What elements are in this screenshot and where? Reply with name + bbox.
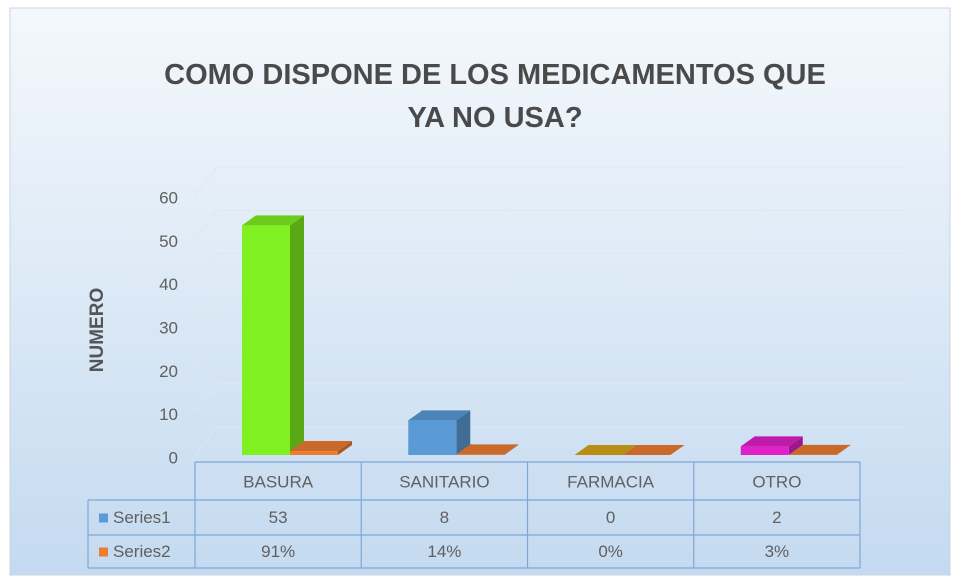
bar-top — [622, 445, 685, 455]
table-value: 3% — [765, 542, 790, 561]
y-axis-label: NUMERO — [87, 288, 108, 372]
bar-top — [574, 445, 637, 455]
grid-line — [194, 209, 905, 239]
legend-key — [99, 513, 108, 523]
bar-top — [290, 441, 352, 452]
x-tick-label: BASURA — [243, 472, 314, 491]
bar-top — [242, 215, 304, 226]
bar-side — [338, 441, 352, 455]
x-tick-label: OTRO — [752, 472, 801, 491]
table-value: 0 — [606, 508, 615, 527]
legend-label: Series1 — [113, 508, 171, 527]
legend-label: Series2 — [113, 542, 171, 561]
bar-side — [788, 436, 803, 455]
legend-key — [99, 547, 108, 557]
table-value: 0% — [598, 542, 623, 561]
x-tick-label: SANITARIO — [399, 472, 489, 491]
y-tick-label: 50 — [159, 232, 178, 251]
grid-line — [194, 426, 905, 456]
x-tick-label: FARMACIA — [567, 472, 655, 491]
table-value: 53 — [269, 508, 288, 527]
bar — [242, 225, 290, 455]
grid-line — [194, 339, 905, 369]
bar-top — [788, 444, 851, 455]
grid-line — [194, 253, 905, 282]
chart-area — [9, 7, 951, 576]
bar — [408, 420, 457, 455]
y-tick-label: 10 — [159, 405, 178, 424]
bar — [740, 446, 789, 455]
grid-line — [194, 383, 905, 412]
table-value: 2 — [772, 508, 781, 527]
bar — [290, 451, 338, 455]
table-value: 14% — [427, 542, 461, 561]
grid-line — [194, 166, 905, 196]
y-tick-label: 60 — [159, 188, 178, 207]
bar — [456, 454, 505, 455]
bar-side — [836, 444, 851, 455]
grid-line — [194, 296, 905, 326]
chart-title: COMO DISPONE DE LOS MEDICAMENTOS QUE YA N… — [164, 59, 826, 134]
bar-side — [290, 215, 304, 455]
y-tick-label: 40 — [159, 275, 178, 294]
title-line: YA NO USA? — [407, 102, 582, 134]
bar-top — [740, 436, 803, 447]
y-tick-label: 0 — [169, 448, 178, 467]
y-tick-label: 30 — [159, 318, 178, 337]
y-tick-label: 20 — [159, 362, 178, 381]
bar-top — [408, 410, 471, 421]
bar-side — [456, 410, 471, 455]
bar-side — [504, 444, 519, 455]
bar-top — [456, 444, 519, 455]
table-value: 91% — [261, 542, 295, 561]
title-line: COMO DISPONE DE LOS MEDICAMENTOS QUE — [164, 59, 826, 91]
table-value: 8 — [440, 508, 449, 527]
